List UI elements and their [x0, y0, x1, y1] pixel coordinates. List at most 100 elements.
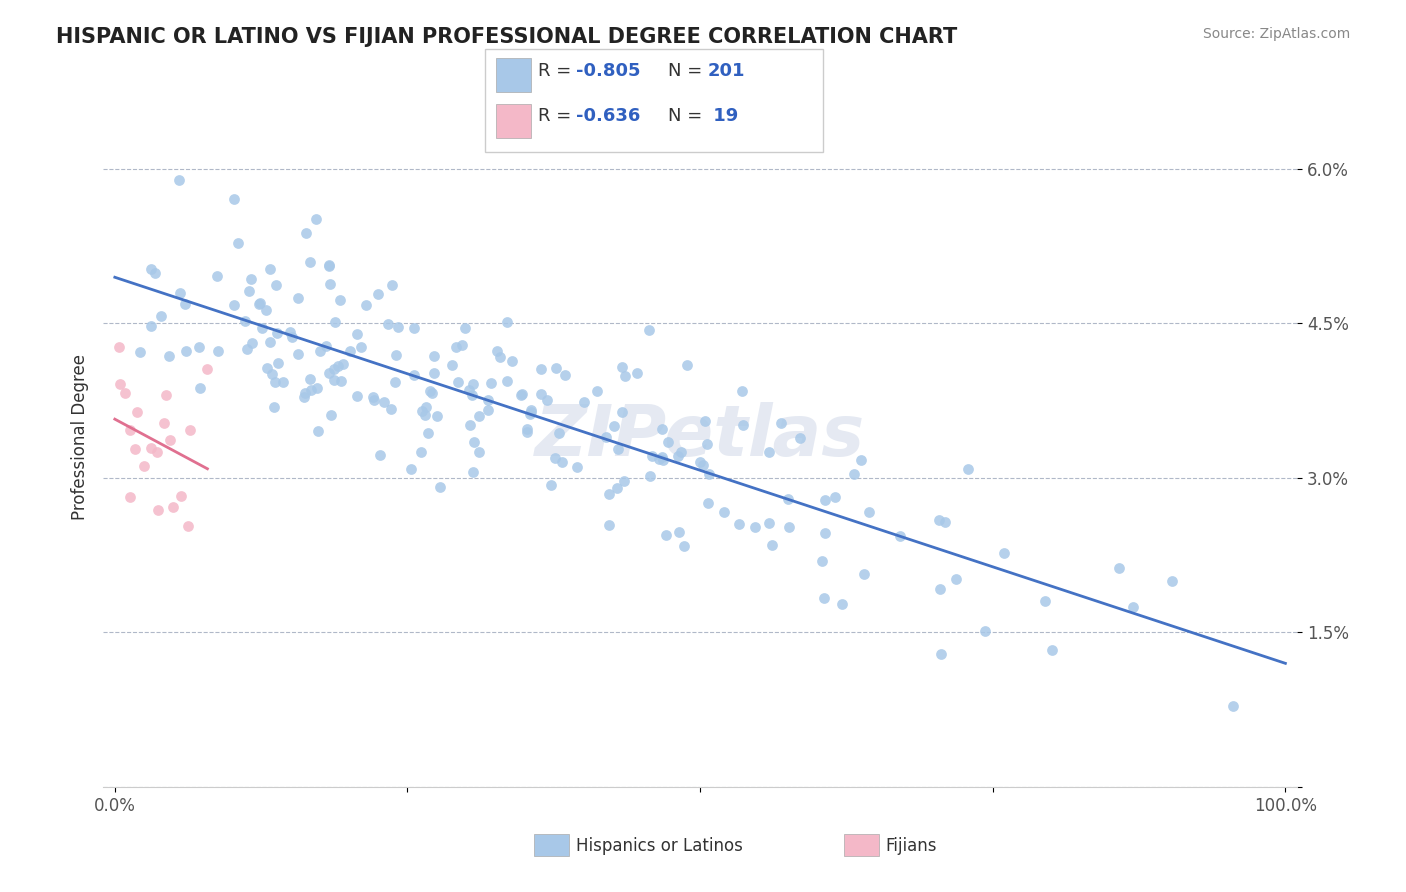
Point: [451, 338, 474, 352]
Point: [326, 359, 349, 373]
Point: [1035, 593, 1057, 607]
Point: [423, 349, 446, 363]
Point: [346, 388, 368, 402]
Point: [281, 329, 304, 343]
Point: [132, 459, 155, 474]
Point: [613, 475, 636, 489]
Point: [489, 350, 512, 364]
Point: [814, 493, 837, 508]
Point: [426, 409, 449, 424]
Text: HISPANIC OR LATINO VS FIJIAN PROFESSIONAL DEGREE CORRELATION CHART: HISPANIC OR LATINO VS FIJIAN PROFESSIONA…: [56, 27, 957, 46]
Point: [240, 272, 263, 286]
Text: -0.636: -0.636: [576, 107, 641, 125]
Point: [637, 323, 659, 337]
Point: [672, 539, 695, 553]
Point: [287, 291, 309, 305]
Text: 19: 19: [707, 107, 738, 125]
Point: [655, 527, 678, 541]
Point: [530, 386, 553, 401]
Point: [651, 450, 673, 464]
Point: [259, 334, 281, 349]
Point: [824, 490, 846, 504]
Point: [638, 469, 661, 483]
Point: [315, 339, 337, 353]
Point: [329, 293, 352, 308]
Point: [461, 465, 484, 479]
Point: [330, 374, 353, 388]
Point: [648, 451, 671, 466]
Point: [108, 376, 131, 391]
Point: [928, 513, 950, 527]
Point: [479, 376, 502, 390]
Point: [530, 361, 553, 376]
Point: [536, 393, 558, 408]
Point: [332, 357, 354, 371]
Point: [263, 375, 285, 389]
Point: [287, 347, 309, 361]
Point: [696, 437, 718, 451]
Point: [929, 582, 952, 597]
Point: [610, 405, 633, 419]
Point: [595, 430, 617, 444]
Point: [486, 343, 509, 358]
Point: [179, 424, 201, 438]
Point: [404, 368, 426, 382]
Point: [409, 445, 432, 459]
Point: [309, 343, 332, 358]
Point: [574, 395, 596, 409]
Point: [278, 325, 301, 339]
Point: [411, 404, 433, 418]
Point: [318, 258, 340, 272]
Point: [945, 572, 967, 586]
Point: [367, 286, 389, 301]
Point: [120, 423, 142, 437]
Point: [852, 567, 875, 582]
Point: [235, 314, 257, 328]
Point: [139, 319, 162, 334]
Point: [124, 442, 146, 457]
Point: [346, 327, 368, 342]
Point: [339, 343, 361, 358]
Point: [495, 374, 517, 388]
Point: [468, 445, 491, 459]
Point: [858, 504, 880, 518]
Point: [547, 425, 569, 440]
Point: [415, 400, 437, 414]
Point: [695, 414, 717, 428]
Point: [423, 366, 446, 380]
Point: [447, 375, 470, 389]
Point: [169, 285, 191, 300]
Point: [256, 361, 278, 376]
Point: [444, 340, 467, 354]
Point: [697, 467, 720, 481]
Point: [957, 462, 980, 476]
Point: [263, 401, 285, 415]
Point: [461, 387, 484, 401]
Point: [170, 489, 193, 503]
Text: Source: ZipAtlas.com: Source: ZipAtlas.com: [1202, 27, 1350, 41]
Point: [731, 384, 754, 398]
Point: [454, 320, 477, 334]
Point: [305, 211, 328, 226]
Point: [127, 405, 149, 419]
Point: [520, 405, 543, 419]
Point: [207, 268, 229, 283]
Point: [350, 340, 373, 354]
Point: [603, 419, 626, 434]
Point: [294, 386, 316, 401]
Point: [519, 407, 541, 421]
Point: [167, 173, 190, 187]
Point: [713, 505, 735, 519]
Point: [224, 192, 246, 206]
Point: [399, 462, 422, 476]
Point: [129, 344, 152, 359]
Point: [188, 340, 211, 354]
Point: [934, 515, 956, 529]
Point: [273, 375, 295, 389]
Point: [380, 402, 402, 417]
Text: N =: N =: [668, 107, 707, 125]
Point: [267, 356, 290, 370]
Text: Hispanics or Latinos: Hispanics or Latinos: [576, 837, 744, 855]
Point: [651, 422, 673, 436]
Point: [361, 390, 384, 404]
